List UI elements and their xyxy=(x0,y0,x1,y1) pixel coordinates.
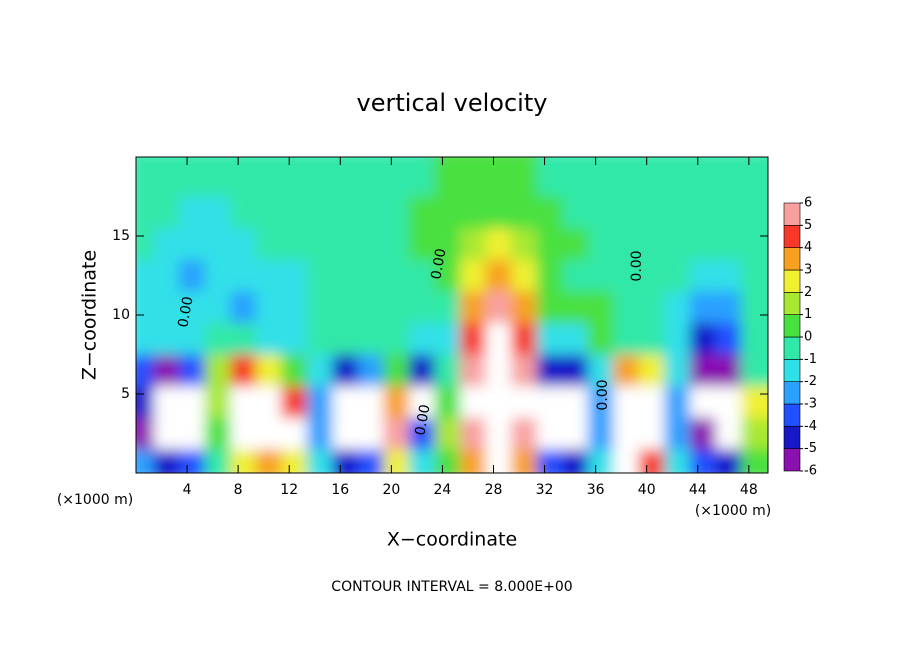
x-unit: (×1000 m) xyxy=(695,503,771,519)
contour-label: 0.00 xyxy=(629,250,645,281)
colorbar-swatch xyxy=(783,426,801,449)
colorbar-label: 5 xyxy=(804,218,812,233)
colorbar-swatch xyxy=(783,292,801,315)
x-tick-label: 8 xyxy=(234,482,243,498)
x-tick-label: 28 xyxy=(485,482,503,498)
contour-label: 0.00 xyxy=(428,247,449,280)
cell xyxy=(740,157,768,197)
y-tick-label: 10 xyxy=(112,307,130,323)
colorbar-label: -3 xyxy=(804,397,817,412)
x-tick-label: 36 xyxy=(587,482,605,498)
y-tick-label: 15 xyxy=(112,228,130,244)
colorbar-label: -1 xyxy=(804,352,817,367)
colorbar-label: 6 xyxy=(804,196,812,211)
colorbar-swatch xyxy=(783,247,801,271)
y-tick-label: 5 xyxy=(121,386,130,402)
colorbar-label: 0 xyxy=(804,330,812,345)
colorbar-label: 1 xyxy=(804,307,812,322)
colorbar-swatch xyxy=(783,403,801,427)
x-tick-label: 44 xyxy=(689,482,707,498)
x-tick-label: 40 xyxy=(638,482,656,498)
colorbar-swatch xyxy=(783,314,801,338)
colorbar-label: 4 xyxy=(804,240,812,255)
colorbar-swatch xyxy=(783,202,801,226)
colorbar-label: -5 xyxy=(804,441,817,456)
colorbar-swatch xyxy=(783,448,801,472)
colorbar-swatch xyxy=(783,269,801,293)
x-tick-label: 32 xyxy=(536,482,554,498)
x-tick-label: 4 xyxy=(183,482,192,498)
field-cells xyxy=(136,157,768,473)
x-unit: (×1000 m) xyxy=(57,492,133,508)
x-tick-label: 48 xyxy=(740,482,758,498)
contour-label: 0.00 xyxy=(595,379,611,410)
x-tick-label: 20 xyxy=(382,482,400,498)
colorbar-swatch xyxy=(783,359,801,382)
chart-title: vertical velocity xyxy=(357,89,548,117)
footnote: CONTOUR INTERVAL = 8.000E+00 xyxy=(331,579,572,595)
field xyxy=(136,157,768,473)
contour-label: 0.00 xyxy=(175,295,196,328)
x-tick-label: 24 xyxy=(434,482,452,498)
x-tick-label: 12 xyxy=(280,482,298,498)
contour-label: 0.00 xyxy=(412,403,433,436)
colorbar-swatch xyxy=(783,225,801,248)
colorbar-label: -2 xyxy=(804,374,817,389)
colorbar-swatch xyxy=(783,336,801,360)
y-axis-label: Z−coordinate xyxy=(79,250,101,380)
colorbar-label: -6 xyxy=(804,464,817,479)
x-axis-label: X−coordinate xyxy=(387,529,517,551)
colorbar-label: -4 xyxy=(804,419,817,434)
colorbar-label: 3 xyxy=(804,263,812,278)
colorbar-label: 2 xyxy=(804,285,812,300)
colorbar-swatch xyxy=(783,381,801,405)
x-tick-label: 16 xyxy=(331,482,349,498)
